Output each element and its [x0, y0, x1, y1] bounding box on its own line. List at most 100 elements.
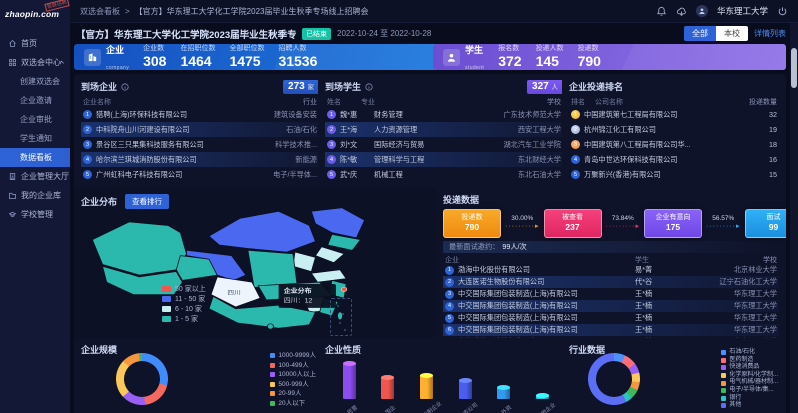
sidebar-item-fair-center[interactable]: 双选会中心 — [0, 53, 70, 72]
page-scrollbar — [790, 22, 798, 413]
legend-label: 电子/半导体/集... — [729, 386, 774, 393]
school: 北京林业大学 — [733, 265, 777, 274]
legend-item[interactable]: 电气机械/器材制... — [721, 379, 778, 387]
bar — [381, 374, 395, 399]
student-name: 王*楠 — [635, 301, 653, 310]
company-row: 2 中科院舟山川河建设有限公司 石油/石化 — [81, 122, 319, 137]
legend-item[interactable]: 化学原料/化学制... — [721, 372, 778, 380]
company-stats-icon: 企业 company — [84, 44, 129, 70]
funnel-viewed[interactable]: 被查看 237 — [543, 208, 602, 238]
date-range: 2022-10-24 至 2022-10-28 — [337, 29, 432, 38]
delivery-data-panel: 投递数据 投递数 790 30.00% ·········▸ 被查看 237 73.8… — [436, 188, 786, 344]
sidebar-item-company-approve[interactable]: 企业审批 — [0, 110, 70, 129]
scrollbar-thumb[interactable] — [791, 48, 797, 88]
sidebar-item-student-notify[interactable]: 学生通知 — [0, 129, 70, 148]
row-index: 1 — [445, 265, 454, 275]
industry-donut-chart[interactable] — [588, 353, 640, 405]
legend-item[interactable]: 银行 — [721, 395, 778, 403]
sidebar-item-my-company-library[interactable]: 我的企业库 — [0, 186, 70, 205]
bell-icon[interactable] — [656, 6, 667, 17]
sidebar-item-company-invite[interactable]: 企业邀请 — [0, 91, 70, 110]
student-name: 魏*惠 — [340, 109, 358, 119]
school: 辽宁石油化工大学 — [719, 277, 777, 286]
china-map-chart[interactable]: 四川 企业分布 四川：12 — [78, 206, 426, 330]
industry: 新能源 — [295, 154, 317, 164]
user-avatar[interactable] — [695, 5, 708, 17]
sidebar-item-data-dashboard[interactable]: 数据看板 — [0, 148, 70, 167]
bar-cap — [381, 374, 395, 380]
filter-all-button[interactable]: 全部 — [684, 26, 716, 41]
legend-item[interactable]: 1000-9999人 — [270, 351, 316, 361]
bar-column: 民营 — [336, 361, 362, 413]
company-name: 广州虹科电子科技有限公司 — [96, 169, 183, 179]
legend-swatch — [721, 350, 727, 356]
legend-label: 1000-9999人 — [278, 352, 316, 359]
company-row: 1 猎聘(上海)环保科技有限公司 建筑设备安装 — [81, 107, 319, 122]
legend-swatch — [721, 373, 727, 379]
legend-item[interactable]: 100-499人 — [270, 361, 316, 371]
company-name: 万聚新兴(香港)有限公司 — [584, 169, 661, 179]
school: 华东理工大学 — [733, 301, 777, 310]
account-name[interactable]: 华东理工大学 — [716, 6, 768, 16]
company-row: 4 哈尔滨兰琪城消防股份有限公司 新能源 — [81, 152, 319, 167]
south-china-sea-inset — [330, 298, 352, 336]
row-index: 2 — [445, 277, 454, 287]
row-index: 3 — [445, 289, 454, 299]
sidebar-item-company-hall[interactable]: 企业管理大厅 — [0, 167, 70, 186]
titlebar-actions: 全部 本校 详情列表 — [684, 26, 786, 41]
map-legend-item[interactable]: 6 - 10 家 — [162, 304, 206, 314]
detail-list-link[interactable]: 详情列表 — [754, 29, 786, 38]
funnel-interested[interactable]: 企业有意向 175 — [644, 208, 702, 238]
ranking-row: 4 青岛中世达环保科技有限公司 16 — [569, 152, 779, 167]
map-legend-item[interactable]: 11 - 50 家 — [162, 294, 206, 304]
legend-item[interactable]: 500-999人 — [270, 380, 316, 390]
delivery-row: 4 中交国际集团包装制造(上海)有限公司 王*楠 华东理工大学 — [443, 300, 779, 312]
filter-school-button[interactable]: 本校 — [716, 26, 748, 41]
student-stats-label: 学生 — [465, 45, 484, 55]
legend-swatch — [270, 353, 276, 359]
school: 华东理工大学 — [733, 325, 777, 334]
legend-item[interactable]: 20人以下 — [270, 399, 316, 409]
arrived-companies-badge: 273 家 — [283, 79, 319, 94]
sidebar-item-home[interactable]: 首页 — [0, 34, 70, 53]
info-icon[interactable] — [365, 82, 373, 91]
power-icon[interactable] — [777, 6, 788, 17]
delivery-ranking-header: 排名 公司名称 投递数量 — [571, 98, 777, 106]
funnel-interview[interactable]: 面试 99 — [744, 208, 786, 238]
stat-delivery-count: 投递数 790 — [577, 44, 601, 69]
view-ranking-button[interactable]: 查看排行 — [125, 193, 170, 209]
legend-item[interactable]: 10000人以上 — [270, 370, 316, 380]
student-name: 武*庆 — [340, 169, 358, 179]
legend-item[interactable]: 医药制造 — [721, 357, 778, 365]
bar-label: 国企 — [385, 404, 398, 413]
legend-item[interactable]: 快速消费品 — [721, 364, 778, 372]
delivery-row: 6 中交国际集团包装制造(上海)有限公司 王*楠 华东理工大学 — [443, 324, 779, 336]
info-icon[interactable] — [121, 82, 129, 91]
fair-center-icon — [8, 58, 17, 67]
map-legend-item[interactable]: 50 家以上 — [162, 284, 206, 294]
legend-label: 快速消费品 — [729, 364, 760, 371]
delivery-count: 18 — [769, 140, 777, 149]
map-legend-item[interactable]: 1 - 5 家 — [162, 314, 206, 324]
sidebar-item-school-manage[interactable]: 学校管理 — [0, 205, 70, 224]
legend-item[interactable]: 电子/半导体/集... — [721, 387, 778, 395]
company-nature-bar-chart[interactable]: 民营 国企 股份制企业 上市公司 外资 其他企业 — [330, 354, 562, 413]
school: 西安工程大学 — [517, 124, 561, 134]
sidebar-item-label: 首页 — [21, 39, 37, 48]
map-legend-label: 11 - 50 家 — [175, 296, 206, 303]
funnel-delivered[interactable]: 投递数 790 — [443, 208, 501, 238]
sidebar-item-label: 学生通知 — [20, 134, 52, 143]
bar-label: 外资 — [501, 404, 514, 413]
legend-item[interactable]: 石油/石化 — [721, 349, 778, 357]
cloud-download-icon[interactable] — [676, 6, 687, 17]
app-logo[interactable]: zhaopin.com 智联招聘 — [0, 0, 70, 26]
svg-text:企业分布: 企业分布 — [283, 286, 312, 294]
row-index: 3 — [327, 140, 336, 149]
breadcrumb-root[interactable]: 双选会看板 — [80, 6, 120, 16]
student-name: 刘*文 — [340, 139, 358, 149]
legend-item[interactable]: 其他 — [721, 402, 778, 410]
legend-item[interactable]: 20-99人 — [270, 389, 316, 399]
company-scale-donut-chart[interactable] — [116, 353, 168, 405]
legend-label: 500-999人 — [278, 380, 309, 388]
sidebar-item-create-fair[interactable]: 创建双选会 — [0, 72, 70, 91]
